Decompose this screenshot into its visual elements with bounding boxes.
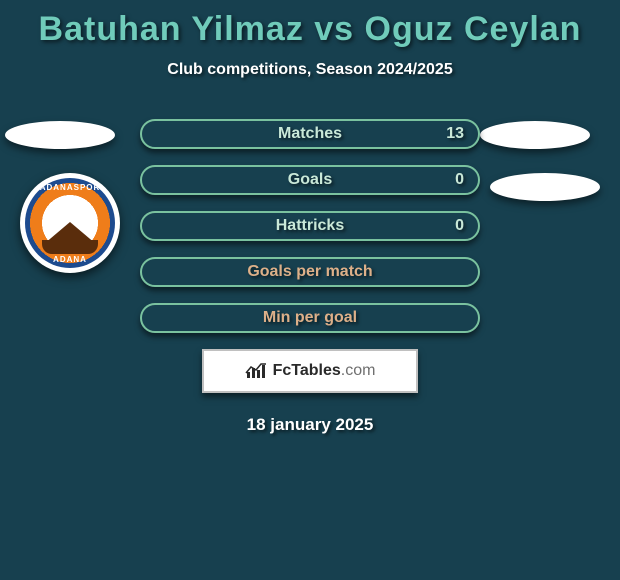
subtitle: Club competitions, Season 2024/2025 — [0, 61, 620, 79]
branding-text: FcTables.com — [273, 362, 376, 380]
date-text: 18 january 2025 — [0, 415, 620, 435]
stat-bar: Hattricks 0 — [140, 211, 480, 241]
branding-suffix: .com — [341, 362, 376, 379]
stat-bars: Matches 13 Goals 0 Hattricks 0 Goals per match… — [140, 119, 480, 333]
bar-chart-icon — [245, 362, 267, 380]
stat-bar: Min per goal — [140, 303, 480, 333]
stat-label: Goals per match — [247, 263, 372, 281]
logo-text-bottom: ADANA — [53, 255, 87, 264]
stat-label: Hattricks — [276, 217, 344, 235]
stat-value: 13 — [446, 125, 464, 143]
comparison-stage: ADANASPOR ADANA Matches13Goals0Hattricks… — [0, 119, 620, 333]
stat-bar: Goals 0 — [140, 165, 480, 195]
stat-bar: Goals per match — [140, 257, 480, 287]
player-photo-placeholder-right-2 — [490, 173, 600, 201]
branding-badge: FcTables.com — [202, 349, 418, 393]
stat-label: Matches — [278, 125, 342, 143]
stat-value: 0 — [455, 217, 464, 235]
stat-bar: Matches 13 — [140, 119, 480, 149]
adanaspor-logo-icon: ADANASPOR ADANA — [25, 178, 115, 268]
stat-label: Goals — [288, 171, 332, 189]
club-logo-left: ADANASPOR ADANA — [20, 173, 120, 273]
player-photo-placeholder-left-1 — [5, 121, 115, 149]
stat-value: 0 — [455, 171, 464, 189]
logo-text-top: ADANASPOR — [40, 183, 101, 192]
player-photo-placeholder-right-1 — [480, 121, 590, 149]
page-title: Batuhan Yilmaz vs Oguz Ceylan — [0, 0, 620, 49]
stat-label: Min per goal — [263, 309, 357, 327]
branding-name: FcTables — [273, 362, 341, 379]
